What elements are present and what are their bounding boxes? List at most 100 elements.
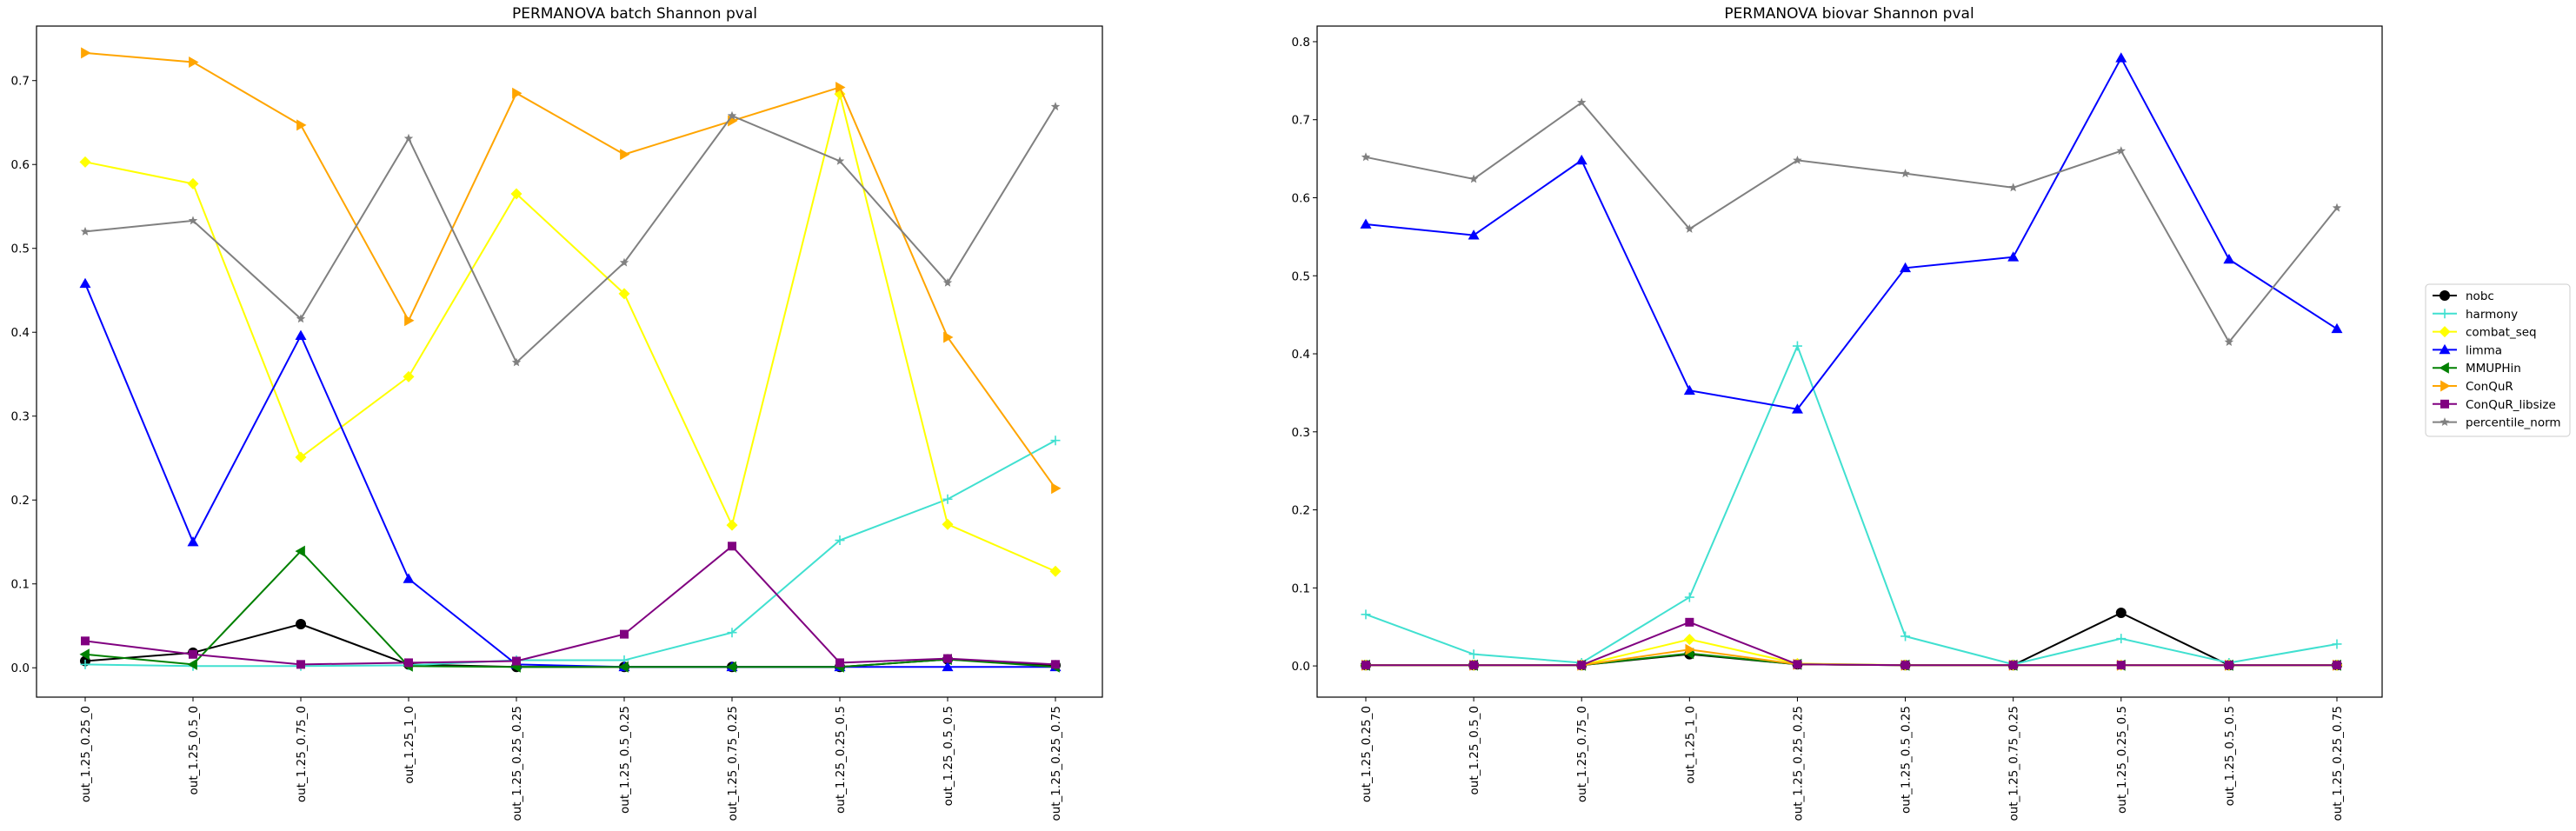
legend-item-ConQuR_libsize: ConQuR_libsize [2433, 398, 2556, 412]
ConQuR-point [943, 331, 954, 343]
x-tick-label: out_1.25_0.25_0 [79, 706, 93, 802]
x-tick-label: out_1.25_0.25_0.25 [510, 706, 524, 821]
series-line-ConQuR [84, 51, 1056, 489]
legend-item-percentile_norm: percentile_norm [2433, 416, 2561, 430]
ConQuR-point [620, 149, 630, 161]
ConQuR_libsize-point [943, 654, 952, 663]
harmony-point [942, 494, 953, 504]
MMUPHin-point [726, 661, 736, 673]
series-ConQuR [81, 47, 1062, 495]
series-line-percentile_norm [84, 106, 1056, 364]
x-tick-label: out_1.25_0.5_0.5 [2223, 706, 2237, 806]
ConQuR_libsize-point [728, 542, 736, 551]
percentile_norm-point [2008, 183, 2018, 192]
limma-point [295, 329, 307, 340]
x-tick-label: out_1.25_0.25_0.5 [834, 706, 848, 814]
series-line-limma [84, 283, 1055, 668]
series-limma [1360, 52, 2343, 414]
limma-point [79, 277, 91, 289]
series-combat_seq [79, 88, 1062, 577]
y-tick-label: 0.5 [11, 243, 30, 256]
combat_seq-point [726, 519, 738, 531]
percentile_norm-point [1576, 97, 1587, 107]
combat_seq-point [1683, 634, 1695, 646]
x-tick-label: out_1.25_0.75_0 [295, 706, 309, 802]
percentile_norm-point [1468, 174, 1479, 183]
percentile_norm-point [1793, 155, 1802, 164]
x-tick-label: out_1.25_0.25_0.25 [1791, 706, 1805, 821]
harmony-point [2116, 634, 2127, 644]
legend-item-ConQuR: ConQuR [2433, 380, 2513, 394]
percentile_norm-point [727, 110, 737, 120]
y-tick-label: 0.1 [11, 578, 30, 592]
ConQuR-point [1685, 643, 1695, 655]
limma-point [2007, 251, 2020, 262]
combat_seq-point [295, 451, 307, 463]
ConQuR-point [1051, 482, 1062, 495]
ConQuR_libsize-point [1793, 660, 1802, 669]
y-tick-label: 0.2 [1292, 504, 1310, 518]
y-tick-label: 0.1 [1292, 582, 1310, 595]
x-tick-label: out_1.25_0.75_0.25 [726, 706, 740, 821]
MMUPHin-point [187, 658, 197, 670]
x-tick-label: out_1.25_1_0 [403, 706, 416, 784]
percentile_norm-point [2116, 146, 2127, 156]
x-tick-label: out_1.25_0.5_0 [187, 706, 201, 794]
percentile_norm-point [296, 314, 306, 323]
series-layer [1360, 52, 2343, 671]
legend-label: ConQuR_libsize [2466, 398, 2556, 412]
combat_seq-point [79, 156, 91, 168]
ConQuR-point [189, 56, 199, 68]
ConQuR_libsize-point [1051, 660, 1060, 669]
limma-point [1683, 384, 1695, 396]
ConQuR-point [296, 119, 307, 131]
y-tick-label: 0.4 [1292, 348, 1310, 362]
ConQuR_libsize-point [2008, 661, 2018, 670]
limma-point [1791, 403, 1803, 414]
axes-frame [36, 25, 1103, 698]
ConQuR_libsize-point [189, 649, 197, 659]
series-limma [79, 277, 1062, 672]
x-tick-label: out_1.25_0.75_0 [1575, 706, 1589, 802]
y-tick-label: 0.4 [11, 326, 30, 340]
legend-label: limma [2466, 343, 2502, 357]
y-tick-label: 0.3 [1292, 426, 1310, 440]
MMUPHin-point [618, 661, 629, 673]
combat_seq-point [618, 288, 630, 300]
percentile_norm-point [1685, 223, 1694, 233]
legend-ConQuR-point [2440, 380, 2451, 392]
percentile_norm-point [1050, 102, 1061, 111]
harmony-point [80, 659, 90, 669]
limma-point [2331, 322, 2343, 334]
y-axis: 0.0 0.1 0.2 0.3 0.4 0.5 0.6 0.7 [11, 75, 37, 675]
series-line-harmony [1365, 343, 2338, 666]
legend-label: ConQuR [2466, 380, 2513, 394]
legend-percentile_norm-point [2440, 417, 2450, 427]
axes-frame [1316, 25, 2383, 698]
percentile_norm-point [942, 277, 953, 287]
series-MMUPHin [1360, 648, 2341, 671]
x-tick-label: out_1.25_0.5_0.25 [618, 706, 632, 814]
series-percentile_norm [80, 102, 1061, 367]
series-line-combat_seq [84, 93, 1056, 573]
x-tick-label: out_1.25_0.25_0.5 [2115, 706, 2129, 814]
percentile_norm-point [1361, 152, 1371, 162]
series-MMUPHin [79, 545, 1060, 673]
series-line-percentile_norm [1365, 101, 2338, 344]
legend-label: MMUPHin [2466, 362, 2521, 376]
ConQuR_libsize-point [2224, 661, 2233, 670]
ConQuR_libsize-point [620, 629, 629, 639]
harmony-point [1468, 649, 1479, 660]
ConQuR_libsize-point [81, 636, 90, 646]
y-tick-label: 0.7 [11, 75, 30, 89]
legend-item-nobc: nobc [2433, 289, 2494, 303]
y-tick-label: 0.6 [1292, 191, 1310, 205]
ConQuR_libsize-point [835, 658, 844, 668]
series-line-combat_seq [1366, 638, 2337, 667]
harmony-point [835, 535, 845, 546]
y-tick-label: 0.5 [1292, 269, 1310, 283]
harmony-point [2332, 639, 2342, 649]
series-line-harmony [84, 439, 1056, 668]
percentile_norm-point [80, 226, 90, 236]
limma-point [1468, 229, 1480, 240]
